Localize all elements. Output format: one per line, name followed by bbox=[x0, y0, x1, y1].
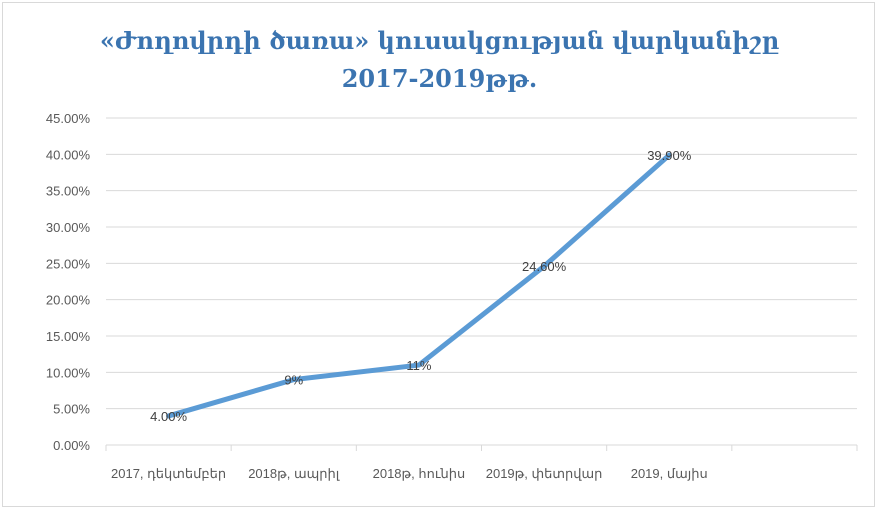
y-tick-label: 5.00% bbox=[53, 402, 90, 417]
data-label: 4.00% bbox=[150, 409, 187, 424]
y-tick-label: 25.00% bbox=[46, 256, 91, 271]
y-tick-label: 20.00% bbox=[46, 293, 91, 308]
x-tick-label: 2018թ, հունիս bbox=[373, 466, 466, 481]
data-label: 39.90% bbox=[647, 148, 692, 163]
x-tick-label: 2019թ, փետրվար bbox=[486, 466, 603, 481]
chart-subtitle: 2017-2019թթ. bbox=[341, 64, 538, 93]
x-tick-label: 2018թ, ապրիլ bbox=[248, 466, 340, 481]
y-tick-label: 10.00% bbox=[46, 365, 91, 380]
series-line bbox=[166, 152, 672, 419]
y-tick-label: 15.00% bbox=[46, 329, 91, 344]
x-tick-label: 2017, դեկտեմբեր bbox=[111, 466, 226, 481]
x-tick-label: 2019, մայիս bbox=[631, 466, 708, 481]
chart-title-line1: «Ժողովրդի ծառա» կուսակցության վարկանիշը bbox=[99, 26, 780, 55]
data-label: 9% bbox=[284, 373, 303, 388]
chart-title: «Ժողովրդի ծառա» կուսակցության վարկանիշը … bbox=[0, 22, 879, 98]
data-label: 24.60% bbox=[522, 259, 567, 274]
y-tick-label: 40.00% bbox=[46, 147, 91, 162]
data-label: 11% bbox=[406, 358, 431, 373]
y-tick-label: 0.00% bbox=[53, 438, 90, 453]
y-tick-label: 45.00% bbox=[46, 111, 91, 126]
y-tick-label: 35.00% bbox=[46, 184, 91, 199]
y-tick-label: 30.00% bbox=[46, 220, 91, 235]
